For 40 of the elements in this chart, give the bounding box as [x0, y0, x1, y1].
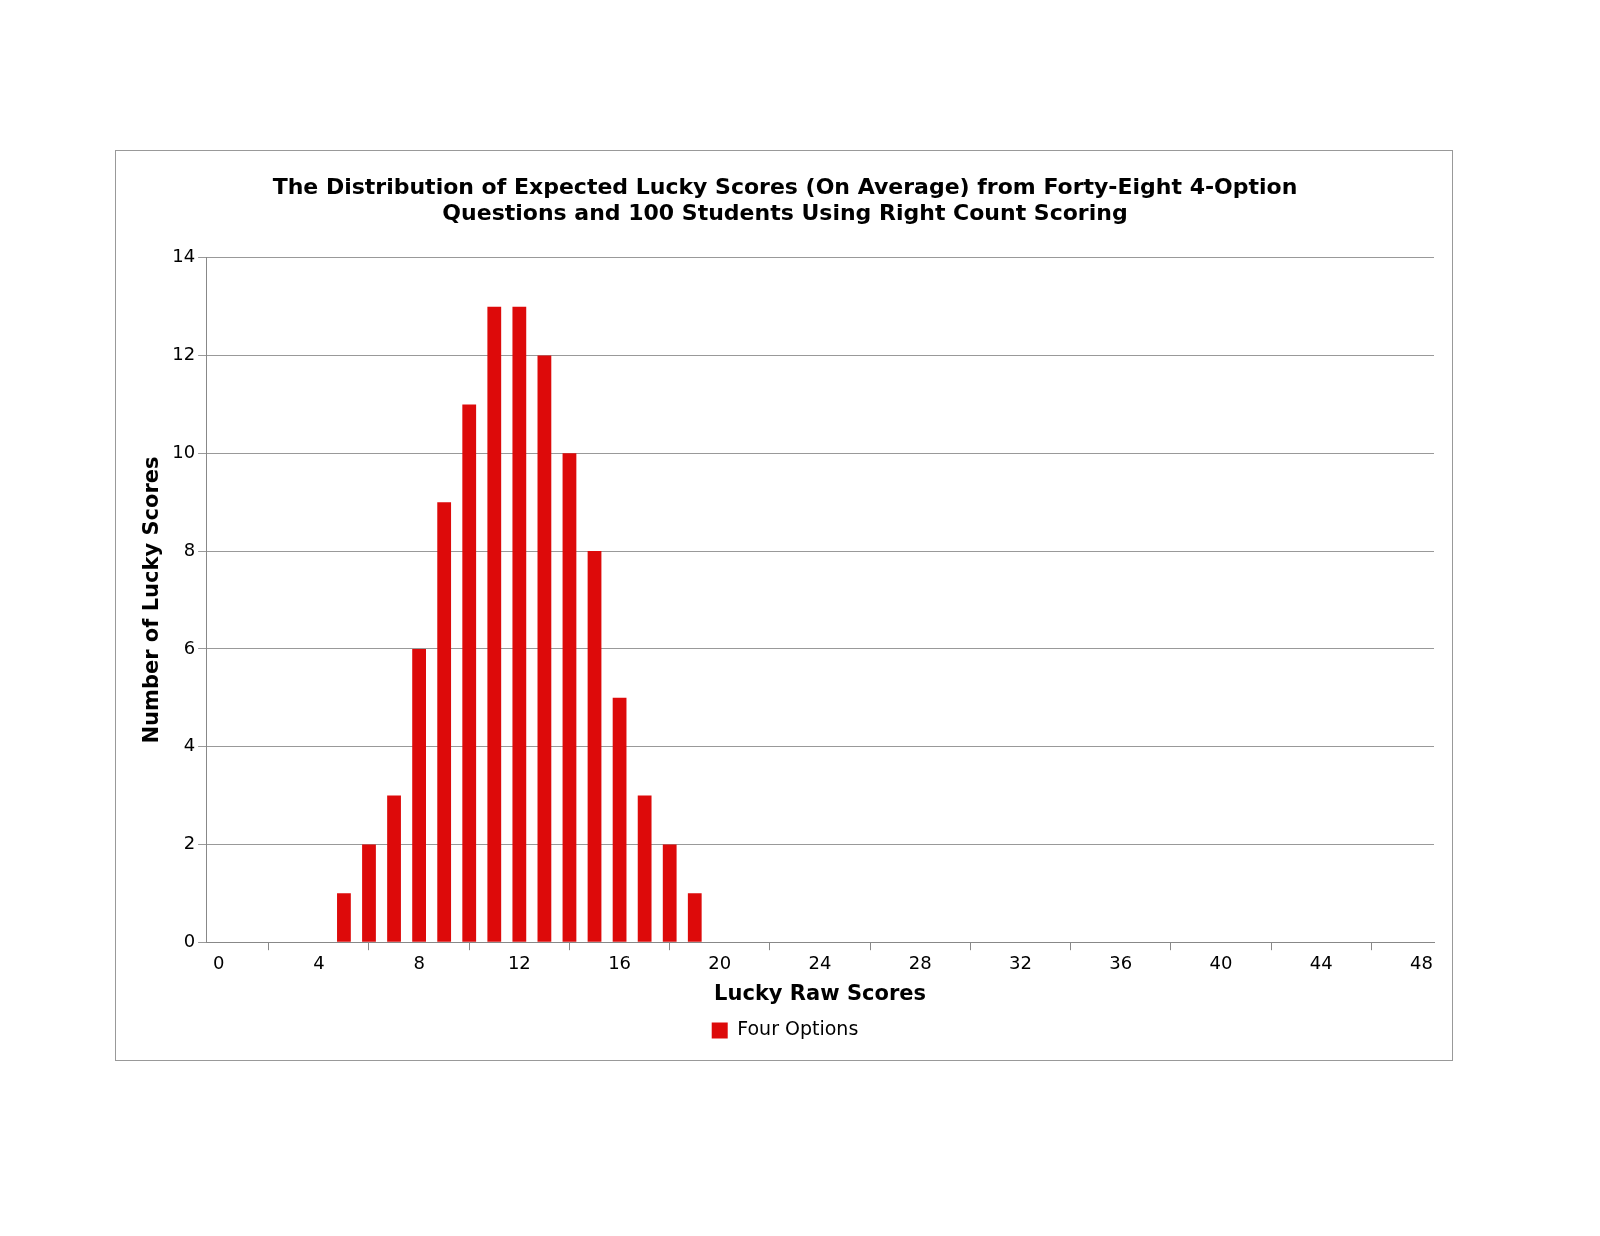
bar — [687, 893, 702, 942]
bar — [412, 648, 426, 942]
bar — [612, 697, 627, 942]
x-tick-label: 12 — [507, 951, 531, 973]
y-tick-label: 2 — [183, 832, 196, 854]
chart-title: The Distribution of Expected Lucky Scores (On Average) from Forty-Eight 4-Option Questions and 100 Students Using Right Count Scoring — [272, 173, 1298, 226]
x-tick-label: 0 — [212, 951, 225, 973]
bar — [587, 551, 602, 942]
bar — [437, 502, 452, 942]
bar — [512, 306, 527, 942]
y-tick-label: 14 — [172, 245, 196, 267]
x-tick-label: 4 — [313, 951, 325, 973]
bar — [462, 404, 477, 942]
bar — [537, 355, 552, 942]
x-tick-label: 44 — [1309, 951, 1333, 973]
x-tick-label: 20 — [708, 951, 732, 973]
x-tick-label: 16 — [608, 951, 632, 973]
bar — [487, 306, 502, 942]
bar — [637, 795, 652, 942]
bar — [562, 453, 577, 942]
y-tick-label: 6 — [183, 636, 196, 658]
bar — [662, 844, 677, 942]
legend-label: Four Options — [737, 1017, 859, 1040]
x-tick-label: 8 — [413, 951, 425, 973]
x-tick-label: 36 — [1109, 951, 1133, 973]
x-tick-label: 28 — [908, 951, 932, 973]
y-tick-label: 4 — [183, 734, 196, 756]
y-tick-label: 8 — [183, 538, 196, 560]
x-tick-label: 32 — [1009, 951, 1032, 973]
x-tick-label: 24 — [808, 951, 832, 973]
x-axis-title: Lucky Raw Scores — [714, 980, 927, 1005]
x-tick-label: 40 — [1209, 951, 1233, 973]
x-tick-label: 48 — [1410, 951, 1433, 973]
y-tick-label: 0 — [183, 929, 196, 951]
y-axis-title: Number of Lucky Scores — [139, 456, 164, 744]
bar — [337, 893, 351, 942]
y-tick-label: 10 — [172, 441, 196, 463]
bar — [362, 844, 376, 942]
bar — [387, 795, 401, 942]
y-tick-label: 12 — [172, 343, 196, 365]
